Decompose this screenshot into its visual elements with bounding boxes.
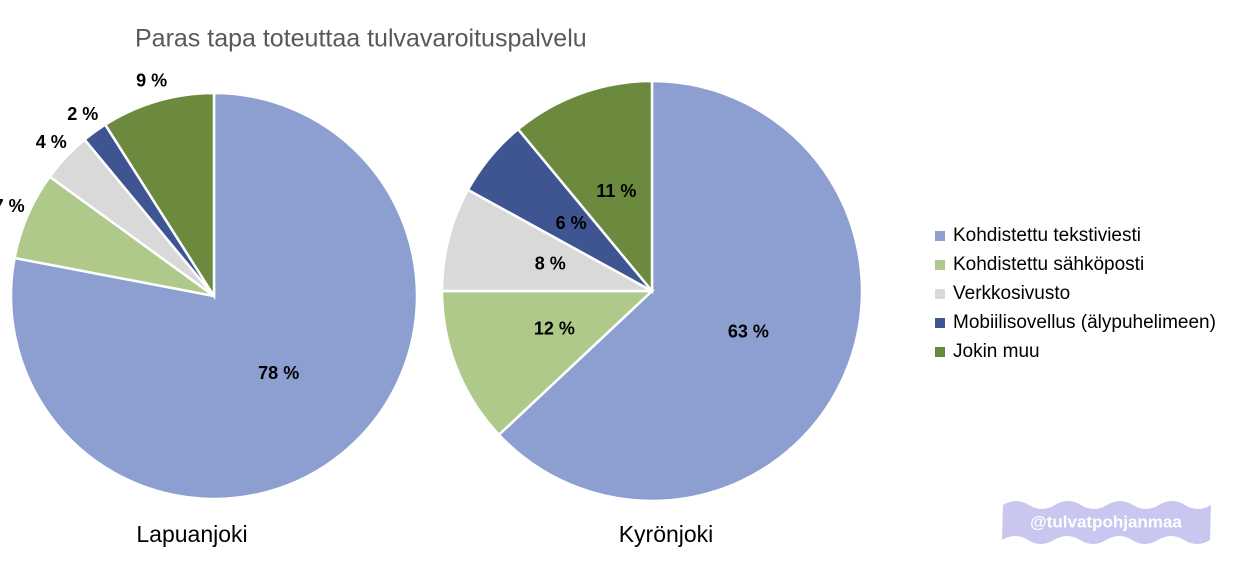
legend-label: Jokin muu	[953, 341, 1040, 362]
legend-swatch	[935, 347, 945, 357]
watermark-wave	[1002, 501, 1211, 544]
legend-label: Kohdistettu tekstiviesti	[953, 225, 1141, 246]
data-label: 8 %	[535, 254, 566, 274]
chart-title: Paras tapa toteuttaa tulvavaroituspalvel…	[135, 25, 587, 53]
data-label: 11 %	[596, 181, 636, 201]
pie-title: Kyrönjoki	[619, 521, 714, 547]
data-label: 12 %	[534, 318, 575, 338]
data-label: 2 %	[67, 104, 98, 124]
pie-slice	[440, 188, 653, 293]
pie-slice	[497, 79, 864, 503]
data-label: 4 %	[36, 132, 67, 152]
pie-title: Lapuanjoki	[136, 521, 247, 547]
legend-label: Verkkosivusto	[953, 283, 1070, 304]
legend-swatch	[935, 231, 945, 241]
data-label: 63 %	[728, 321, 769, 341]
legend-swatch	[935, 318, 945, 328]
data-label: 78 %	[258, 363, 299, 383]
pie-slice	[103, 91, 216, 301]
data-label: 9 %	[136, 70, 167, 90]
pie-slice	[516, 79, 654, 295]
data-label: 7 %	[0, 196, 25, 216]
legend-label: Mobiilisovellus (älypuhelimeen)	[953, 312, 1216, 333]
watermark-text: @tulvatpohjanmaa	[1030, 512, 1182, 531]
legend-swatch	[935, 260, 945, 270]
pie-slice	[440, 289, 656, 437]
data-label: 6 %	[556, 213, 587, 233]
legend-label: Kohdistettu sähköposti	[953, 254, 1144, 275]
legend-swatch	[935, 289, 945, 299]
watermark: @tulvatpohjanmaa	[1002, 501, 1211, 544]
